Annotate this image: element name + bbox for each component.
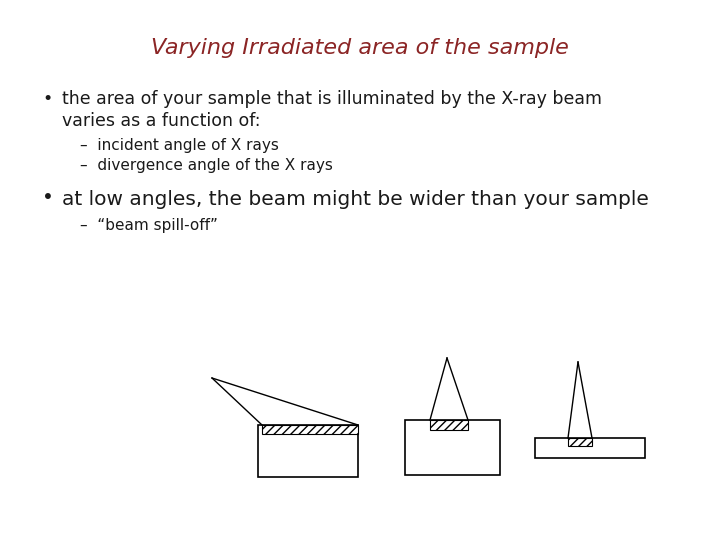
Text: varies as a function of:: varies as a function of: (62, 112, 261, 130)
Text: •: • (42, 90, 53, 108)
Text: –  “beam spill-off”: – “beam spill-off” (80, 218, 218, 233)
Text: at low angles, the beam might be wider than your sample: at low angles, the beam might be wider t… (62, 190, 649, 209)
Bar (535, 438, 645, 458)
Text: –  incident angle of X rays: – incident angle of X rays (80, 138, 279, 153)
Text: Varying Irradiated area of the sample: Varying Irradiated area of the sample (151, 38, 569, 58)
Bar (262, 425, 358, 434)
Bar (405, 420, 500, 475)
Text: •: • (42, 188, 54, 207)
Bar (430, 420, 468, 430)
Bar (568, 438, 592, 446)
Bar (258, 425, 358, 477)
Text: the area of your sample that is illuminated by the X-ray beam: the area of your sample that is illumina… (62, 90, 602, 108)
Text: –  divergence angle of the X rays: – divergence angle of the X rays (80, 158, 333, 173)
